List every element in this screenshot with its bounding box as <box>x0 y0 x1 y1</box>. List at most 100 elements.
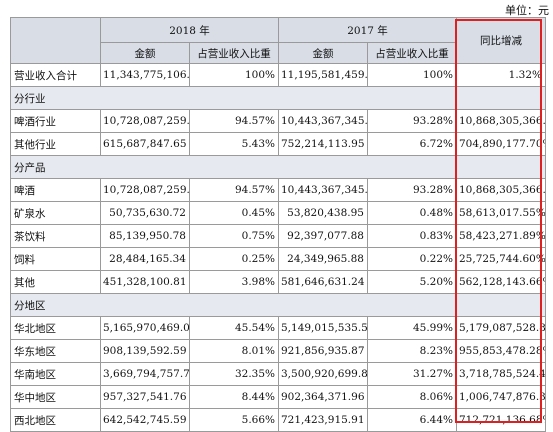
share-2017-cell: 8.06% <box>367 385 457 409</box>
row-label: 华北地区 <box>10 316 101 340</box>
share-2017-cell: 31.27% <box>367 362 457 386</box>
amount-2018-cell: 3,669,794,757.73 <box>100 362 190 386</box>
amount-2018-cell: 957,327,541.76 <box>100 385 190 409</box>
amount-2018-cell: 615,687,847.65 <box>100 132 190 156</box>
table-row: 华北地区 5,165,970,469.02 45.54% 5,149,015,535.… <box>10 316 546 340</box>
section-row: 分产品 <box>10 155 546 179</box>
yoy-cell: 1,006,747,876.30% <box>456 385 546 409</box>
table-row: 华中地区 957,327,541.76 8.44% 902,364,371.96 8.0… <box>10 385 546 409</box>
share-2017-cell: 0.22% <box>367 247 457 271</box>
table-row: 华南地区 3,669,794,757.73 32.35% 3,500,920,699.… <box>10 362 546 386</box>
amount-2017-cell: 92,397,077.88 <box>278 224 368 248</box>
share-2018-cell: 100% <box>189 63 279 87</box>
row-label: 茶饮料 <box>10 224 101 248</box>
share-2017-cell: 6.72% <box>367 132 457 156</box>
yoy-cell: 1.32% <box>456 63 546 87</box>
yoy-cell: 25,725,744.60% <box>456 247 546 271</box>
yoy-cell: 10,868,305,366.79% <box>456 178 546 202</box>
amount-2017-cell: 921,856,935.87 <box>278 339 368 363</box>
header-share-2017: 占营业收入比重 <box>367 42 457 64</box>
share-2018-cell: 94.57% <box>189 178 279 202</box>
yoy-cell: 5,179,087,528.83% <box>456 316 546 340</box>
header-year-2018: 2018 年 <box>100 17 279 43</box>
table-row: 矿泉水 50,735,630.72 0.45% 53,820,438.95 0.48% 5… <box>10 201 546 225</box>
section-label: 分地区 <box>10 293 546 317</box>
row-label: 华东地区 <box>10 339 101 363</box>
yoy-cell: 58,423,271.89% <box>456 224 546 248</box>
share-2017-cell: 0.48% <box>367 201 457 225</box>
amount-2018-cell: 85,139,950.78 <box>100 224 190 248</box>
section-label: 分产品 <box>10 155 546 179</box>
table-row: 西北地区 642,542,745.59 5.66% 721,423,915.91 6.4… <box>10 408 546 432</box>
table-row: 茶饮料 85,139,950.78 0.75% 92,397,077.88 0.83% 5… <box>10 224 546 248</box>
share-2018-cell: 3.98% <box>189 270 279 294</box>
header-year-2017: 2017 年 <box>278 17 457 43</box>
amount-2017-cell: 53,820,438.95 <box>278 201 368 225</box>
table-row: 其他行业 615,687,847.65 5.43% 752,214,113.95 6.7… <box>10 132 546 156</box>
yoy-cell: 704,890,177.70% <box>456 132 546 156</box>
section-row: 分行业 <box>10 86 546 110</box>
amount-2018-cell: 10,728,087,259.04 <box>100 109 190 133</box>
amount-2018-cell: 11,343,775,106.69 <box>100 63 190 87</box>
share-2018-cell: 8.01% <box>189 339 279 363</box>
table-row: 啤酒行业10,728,087,259.0494.57%10,443,367,34… <box>10 109 546 133</box>
amount-2017-cell: 581,646,631.24 <box>278 270 368 294</box>
share-2018-cell: 5.66% <box>189 408 279 432</box>
header-amount-2017: 金额 <box>278 42 368 64</box>
amount-2017-cell: 24,349,965.88 <box>278 247 368 271</box>
yoy-cell: 712,721,136.68% <box>456 408 546 432</box>
share-2017-cell: 93.28% <box>367 109 457 133</box>
share-2017-cell: 8.23% <box>367 339 457 363</box>
row-label: 西北地区 <box>10 408 101 432</box>
amount-2017-cell: 10,443,367,345.16 <box>278 178 368 202</box>
amount-2017-cell: 5,149,015,535.55 <box>278 316 368 340</box>
share-2018-cell: 32.35% <box>189 362 279 386</box>
amount-2018-cell: 451,328,100.81 <box>100 270 190 294</box>
share-2017-cell: 0.83% <box>367 224 457 248</box>
share-2018-cell: 5.43% <box>189 132 279 156</box>
row-label: 营业收入合计 <box>10 63 101 87</box>
header-empty-cell <box>10 17 101 64</box>
row-label: 华南地区 <box>10 362 101 386</box>
share-2018-cell: 0.25% <box>189 247 279 271</box>
amount-2018-cell: 5,165,970,469.02 <box>100 316 190 340</box>
row-label: 其他 <box>10 270 101 294</box>
row-label: 矿泉水 <box>10 201 101 225</box>
yoy-cell: 10,868,305,366.79% <box>456 109 546 133</box>
table-row: 其他 451,328,100.81 3.98% 581,646,631.24 5.20%… <box>10 270 546 294</box>
share-2018-cell: 0.75% <box>189 224 279 248</box>
amount-2018-cell: 908,139,592.59 <box>100 339 190 363</box>
share-2017-cell: 93.28% <box>367 178 457 202</box>
amount-2017-cell: 3,500,920,699.82 <box>278 362 368 386</box>
row-label: 啤酒 <box>10 178 101 202</box>
share-2018-cell: 0.45% <box>189 201 279 225</box>
amount-2017-cell: 721,423,915.91 <box>278 408 368 432</box>
yoy-cell: 955,853,478.28% <box>456 339 546 363</box>
row-label: 其他行业 <box>10 132 101 156</box>
total-row: 营业收入合计11,343,775,106.69100%11,195,581,45… <box>10 63 546 87</box>
table-header: 2018 年 2017 年 同比增减 金额 占营业收入比重 金额 占营业收入比重 <box>10 17 546 64</box>
amount-2017-cell: 902,364,371.96 <box>278 385 368 409</box>
share-2017-cell: 6.44% <box>367 408 457 432</box>
amount-2018-cell: 642,542,745.59 <box>100 408 190 432</box>
table-row: 饲料 28,484,165.34 0.25% 24,349,965.88 0.22% 25… <box>10 247 546 271</box>
amount-2017-cell: 10,443,367,345.16 <box>278 109 368 133</box>
share-2017-cell: 100% <box>367 63 457 87</box>
table-body: 营业收入合计11,343,775,106.69100%11,195,581,45… <box>10 63 546 432</box>
row-label: 饲料 <box>10 247 101 271</box>
header-share-2018: 占营业收入比重 <box>189 42 279 64</box>
header-amount-2018: 金额 <box>100 42 190 64</box>
share-2017-cell: 45.99% <box>367 316 457 340</box>
yoy-cell: 3,718,785,524.40% <box>456 362 546 386</box>
share-2017-cell: 5.20% <box>367 270 457 294</box>
header-yoy: 同比增减 <box>456 17 546 64</box>
amount-2018-cell: 50,735,630.72 <box>100 201 190 225</box>
yoy-cell: 562,128,143.66% <box>456 270 546 294</box>
amount-2018-cell: 10,728,087,259.04 <box>100 178 190 202</box>
table-row: 啤酒10,728,087,259.0494.57%10,443,367,345.… <box>10 178 546 202</box>
table-row: 华东地区 908,139,592.59 8.01% 921,856,935.87 8.2… <box>10 339 546 363</box>
share-2018-cell: 94.57% <box>189 109 279 133</box>
yoy-cell: 58,613,017.55% <box>456 201 546 225</box>
section-row: 分地区 <box>10 293 546 317</box>
amount-2018-cell: 28,484,165.34 <box>100 247 190 271</box>
